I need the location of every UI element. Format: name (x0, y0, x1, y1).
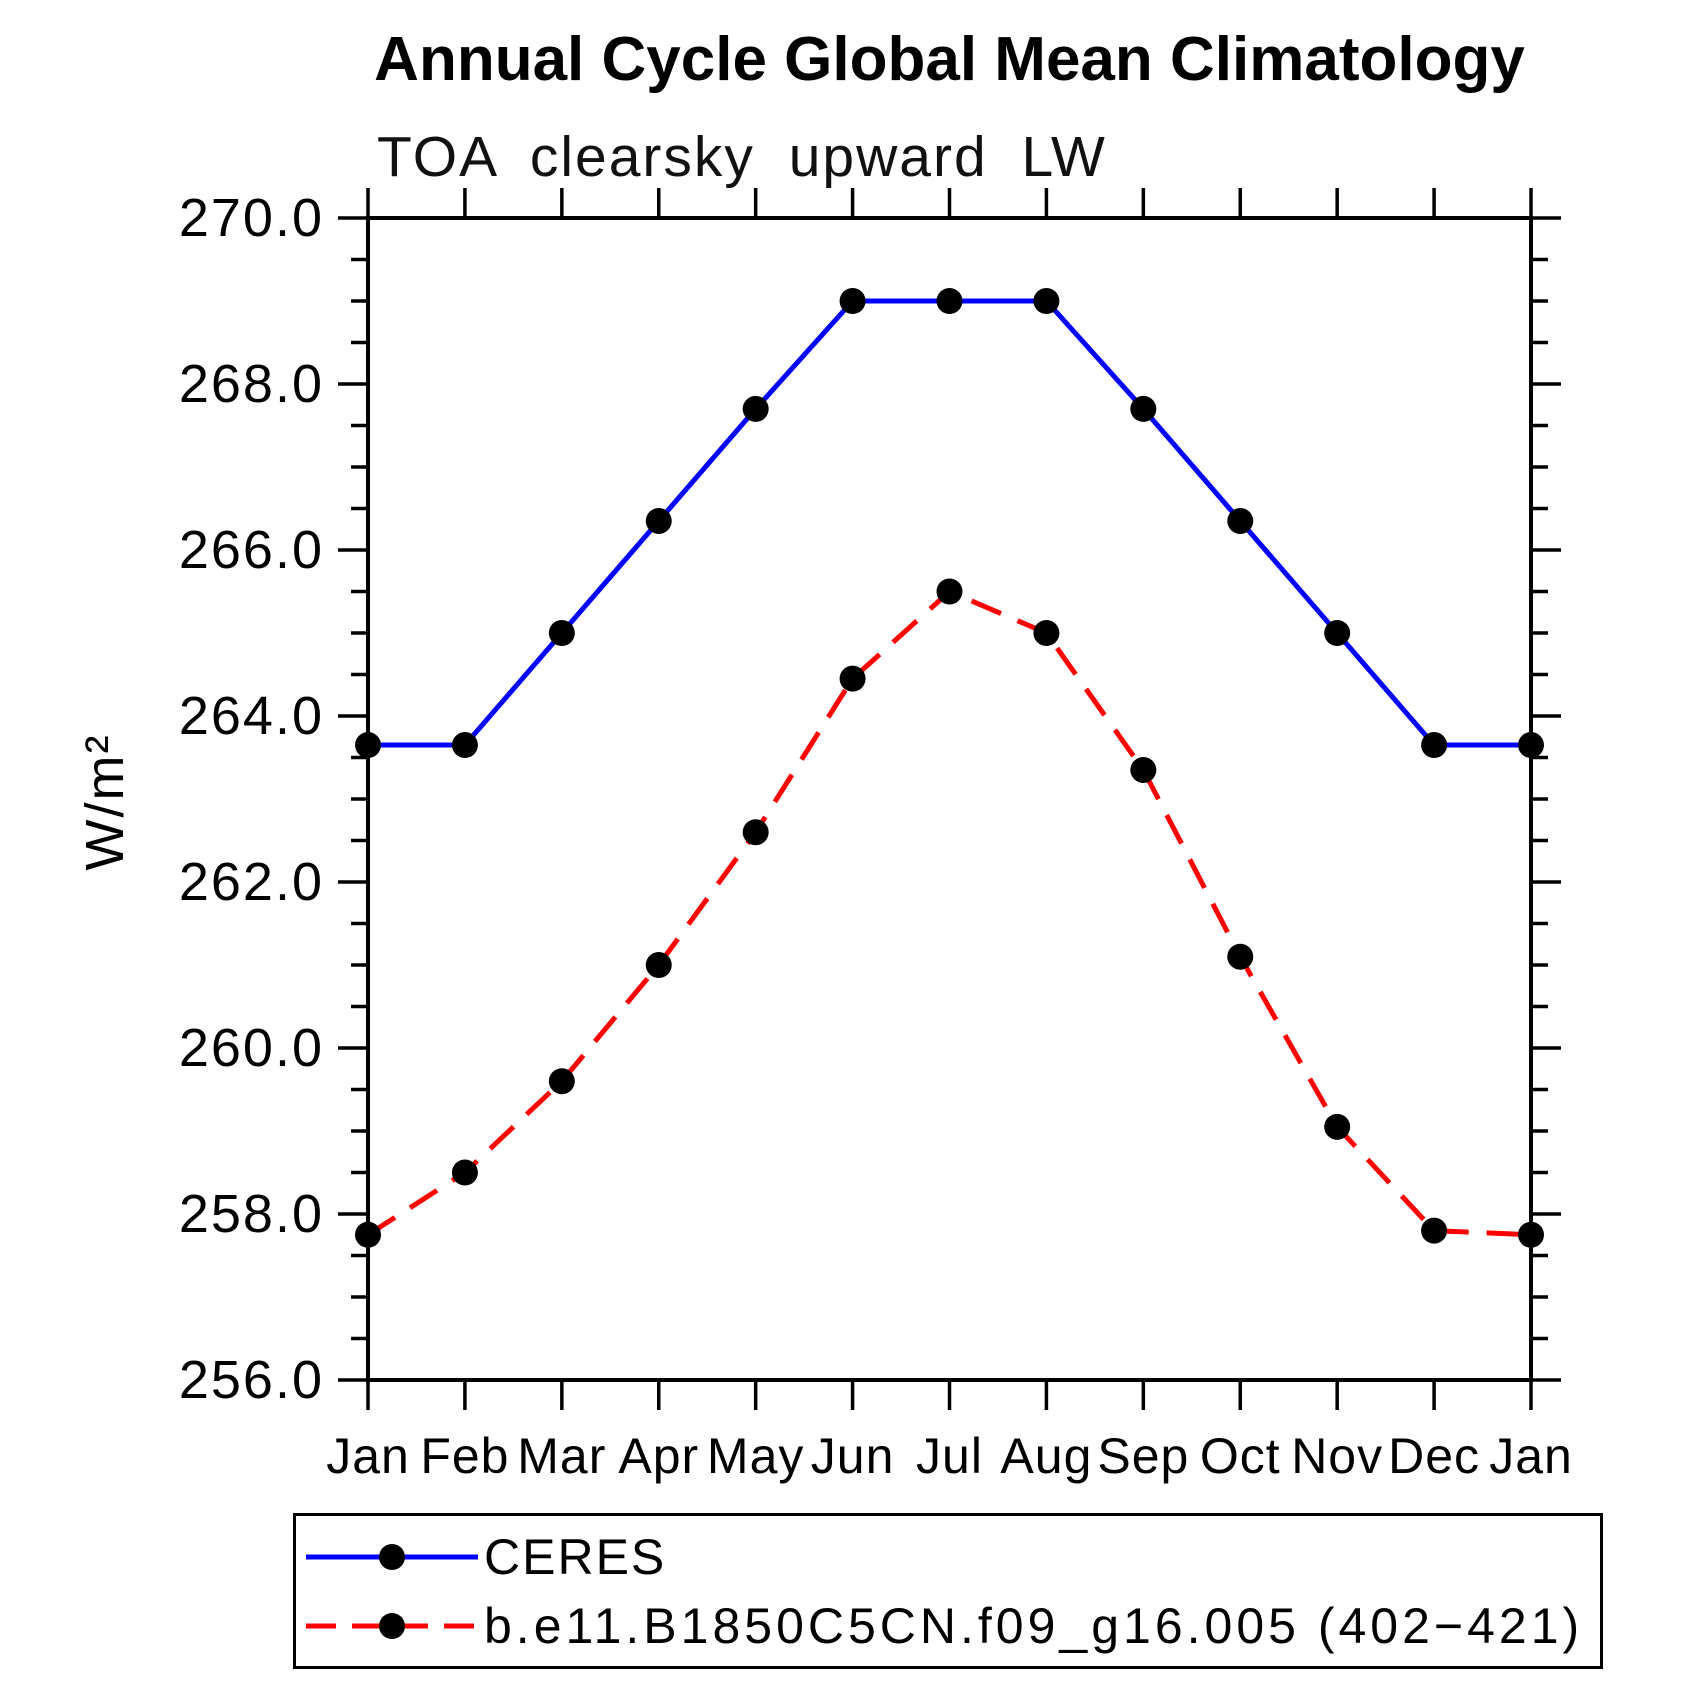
data-point (1227, 507, 1254, 534)
data-point (355, 1221, 381, 1248)
legend-label-model: b.e11.B1850C5CN.f09_g16.005 (402−421) (484, 1597, 1584, 1654)
data-point (548, 1068, 575, 1095)
x-tick-label: Jun (811, 1428, 895, 1484)
y-tick-label: 258.0 (179, 1184, 324, 1244)
x-tick-label: Feb (420, 1428, 509, 1484)
x-tick-label: Aug (1000, 1428, 1092, 1484)
x-tick-label: Jan (1489, 1428, 1573, 1484)
data-point (645, 507, 672, 534)
data-point (936, 578, 963, 605)
series-model (355, 578, 1544, 1248)
legend-item-ceres: CERES (304, 1529, 1600, 1585)
x-tick-label: Nov (1291, 1428, 1383, 1484)
data-point (1518, 732, 1544, 759)
data-point (839, 288, 866, 314)
data-point (1033, 620, 1060, 646)
x-tick-label: May (707, 1428, 804, 1484)
data-point (742, 819, 769, 846)
y-tick-label: 266.0 (179, 520, 324, 580)
data-point (839, 665, 866, 692)
data-point (355, 732, 381, 759)
data-point (1421, 732, 1448, 759)
legend-marker-dot-icon (379, 1543, 405, 1570)
data-point (1518, 1221, 1544, 1248)
y-tick-label: 260.0 (179, 1018, 324, 1078)
data-point (451, 1159, 478, 1186)
data-point (1324, 620, 1351, 646)
series-ceres (355, 288, 1544, 759)
axes (338, 188, 1561, 1410)
legend-item-model: b.e11.B1850C5CN.f09_g16.005 (402−421) (304, 1598, 1600, 1654)
x-tick-label: Oct (1200, 1428, 1281, 1484)
data-point (1324, 1113, 1351, 1140)
y-tick-labels: 256.0 258.0 260.0 262.0 264.0 266.0 268.0 270.0 (179, 188, 324, 1410)
y-tick-label: 268.0 (179, 354, 324, 414)
data-point (451, 732, 478, 759)
y-tick-label: 262.0 (179, 852, 324, 912)
data-point (1227, 943, 1254, 970)
legend-marker-dot-icon (379, 1612, 405, 1639)
x-tick-label: Jan (326, 1428, 410, 1484)
data-point (1130, 395, 1157, 422)
legend-line-sample-dashed (306, 1612, 478, 1639)
data-point (936, 288, 963, 314)
data-point (548, 620, 575, 646)
x-tick-label: Mar (517, 1428, 606, 1484)
plot-frame (366, 216, 1533, 1382)
data-point (1033, 288, 1060, 314)
plot-area: 256.0 258.0 260.0 262.0 264.0 266.0 268.0 270.0… (179, 188, 1573, 1484)
data-point (742, 395, 769, 422)
chart-title: Annual Cycle Global Mean Climatology (374, 25, 1525, 94)
legend-label-ceres: CERES (484, 1528, 667, 1585)
y-tick-label: 256.0 (179, 1350, 324, 1410)
data-point (1421, 1217, 1448, 1244)
chart-subtitle: TOA clearsky upward LW (377, 125, 1107, 189)
legend-box: CERES b.e11.B1850C5CN.f09_g16.005 (402−4… (293, 1513, 1603, 1669)
x-tick-label: Sep (1097, 1428, 1189, 1484)
x-tick-label: Apr (618, 1428, 699, 1484)
y-tick-label: 270.0 (179, 188, 324, 248)
x-tick-labels: Jan Feb Mar Apr May Jun Jul Aug Sep Oct Nov Dec Jan (326, 1428, 1573, 1484)
legend-line-sample-solid (306, 1543, 478, 1570)
data-point (1130, 756, 1157, 783)
y-tick-label: 264.0 (179, 686, 324, 746)
x-tick-label: Dec (1388, 1428, 1480, 1484)
x-tick-label: Jul (916, 1428, 983, 1484)
data-point (645, 952, 672, 978)
